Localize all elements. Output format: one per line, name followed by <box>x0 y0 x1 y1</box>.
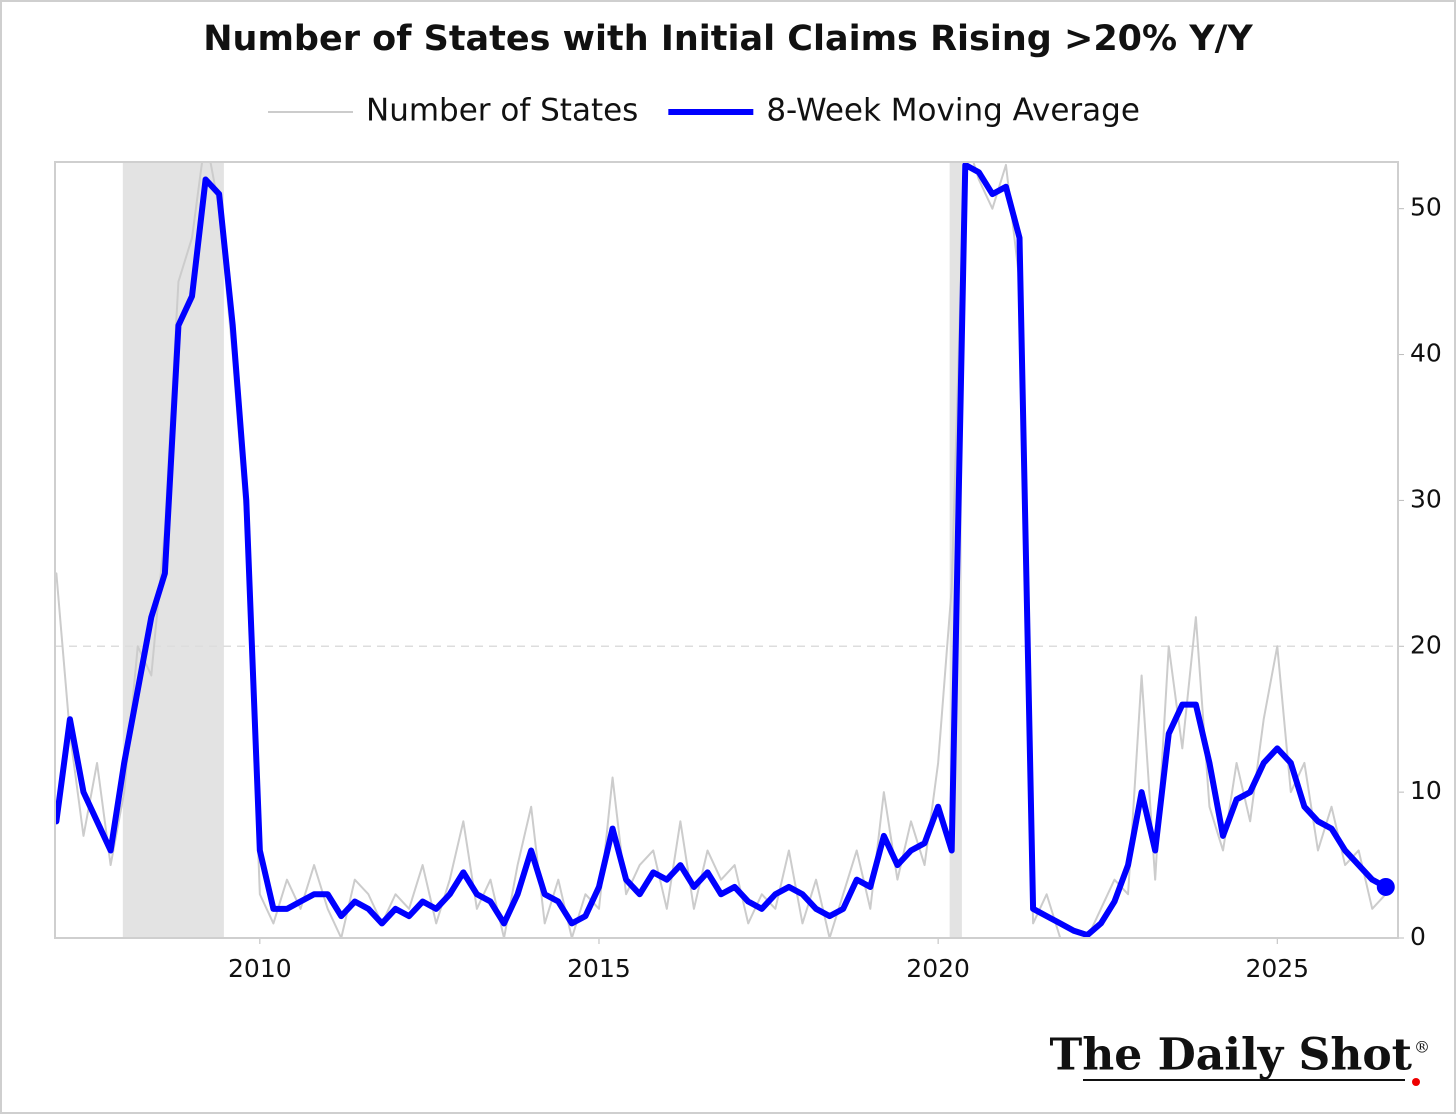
x-tick-label: 2015 <box>567 954 631 983</box>
recession-band <box>122 162 224 938</box>
series-line <box>55 162 1389 938</box>
y-tick-label: 0 <box>1410 922 1426 951</box>
x-tick-label: 2025 <box>1245 954 1309 983</box>
y-tick-label: 20 <box>1410 630 1442 659</box>
source-dot <box>1412 1078 1420 1086</box>
y-tick-label: 30 <box>1410 484 1442 513</box>
legend-label: Number of States <box>366 93 638 129</box>
y-tick-label: 10 <box>1410 776 1442 805</box>
end-marker <box>1376 877 1395 896</box>
y-tick-label: 50 <box>1410 193 1442 222</box>
source-mark: ® <box>1414 1038 1430 1057</box>
y-tick-label: 40 <box>1410 339 1442 368</box>
plot-lines <box>55 162 1389 938</box>
plot-frame <box>54 161 1399 939</box>
source: The Daily Shot <box>1050 1030 1413 1081</box>
x-tick-label: 2010 <box>228 954 292 983</box>
x-tick-label: 2020 <box>906 954 970 983</box>
chart-title: Number of States with Initial Claims Ris… <box>203 19 1253 59</box>
legend: Number of States 8-Week Moving Average <box>268 93 1140 129</box>
legend-label: 8-Week Moving Average <box>766 93 1140 129</box>
